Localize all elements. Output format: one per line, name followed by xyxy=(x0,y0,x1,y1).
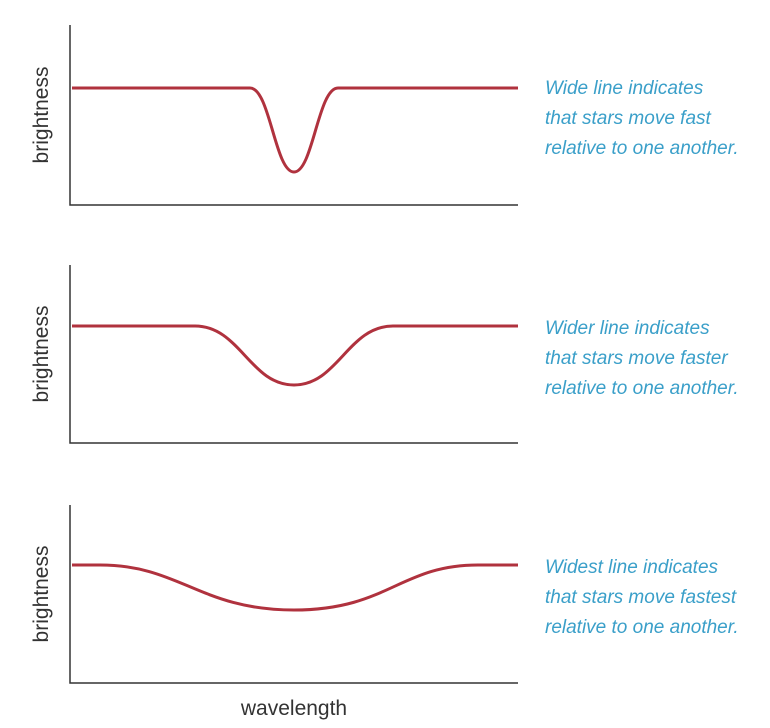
spectral-line xyxy=(72,86,518,174)
y-axis-label: brightness xyxy=(30,67,53,164)
y-axis-label: brightness xyxy=(30,306,53,403)
caption-line: relative to one another. xyxy=(545,138,739,159)
caption-line: relative to one another. xyxy=(545,378,739,399)
caption-line: relative to one another. xyxy=(545,617,739,638)
spectral-line xyxy=(72,324,518,387)
y-axis-label: brightness xyxy=(30,546,53,643)
panel: brightness Widest line indicates that st… xyxy=(30,505,739,684)
caption-line: that stars move faster xyxy=(545,348,728,369)
caption-line: Wider line indicates xyxy=(545,318,710,339)
spectral-line xyxy=(72,563,518,612)
caption-line: Widest line indicates xyxy=(545,557,719,578)
axes xyxy=(69,505,518,684)
axes xyxy=(69,25,518,206)
caption-line: that stars move fastest xyxy=(545,587,737,608)
caption-line: that stars move fast xyxy=(545,108,712,129)
panel: brightness Wide line indicates that star… xyxy=(30,25,739,206)
axes xyxy=(69,265,518,444)
x-axis-label: wavelength xyxy=(240,697,347,720)
panel: brightness Wider line indicates that sta… xyxy=(30,265,739,444)
caption-line: Wide line indicates xyxy=(545,78,704,99)
